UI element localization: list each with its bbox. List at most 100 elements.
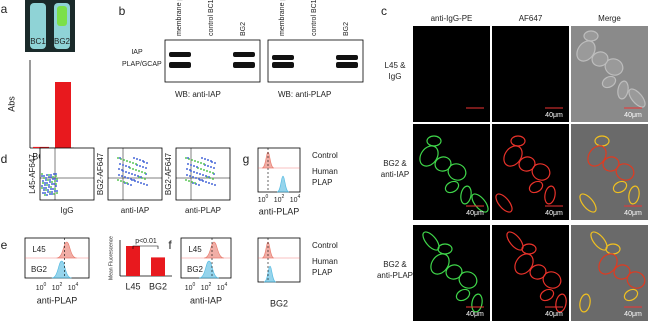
event-dot	[132, 162, 134, 164]
scale-bar-label: 40μm	[545, 210, 563, 217]
event-dot	[125, 171, 127, 173]
event-dot	[41, 175, 43, 177]
event-dot	[47, 189, 49, 191]
event-dot	[126, 160, 128, 162]
tick-base: 10	[52, 285, 60, 292]
row-label: BG2 &	[383, 260, 407, 269]
event-dot	[130, 178, 132, 180]
row-label: IgG	[389, 72, 402, 81]
tick-label: 100	[36, 282, 47, 292]
event-dot	[43, 187, 45, 189]
band	[233, 52, 255, 57]
event-dot	[120, 180, 122, 182]
peak-label: L45	[188, 245, 202, 254]
event-dot	[186, 174, 188, 176]
tick-exp: 0	[266, 194, 269, 200]
cell	[628, 185, 640, 205]
lane-label: control BC1	[311, 0, 318, 36]
event-dot	[54, 180, 56, 182]
panel-label: f	[168, 238, 172, 252]
tick-base: 10	[290, 197, 298, 204]
event-dot	[48, 186, 50, 188]
event-dot	[209, 171, 211, 173]
tube	[30, 3, 46, 49]
event-dot	[48, 184, 50, 186]
micrograph	[413, 225, 490, 321]
event-dot	[51, 193, 53, 195]
band	[233, 62, 255, 68]
event-dot	[214, 184, 216, 186]
event-dot	[137, 175, 139, 177]
tick-base: 10	[201, 285, 209, 292]
cell	[613, 264, 631, 280]
event-dot	[49, 181, 51, 183]
y-axis-label: L45-AF647	[28, 154, 37, 194]
event-dot	[195, 177, 197, 179]
panel-label: b	[119, 4, 126, 18]
legend-label: Control	[312, 151, 338, 160]
event-dot	[137, 181, 139, 183]
event-dot	[56, 180, 58, 182]
event-dot	[50, 174, 52, 176]
band	[272, 55, 294, 60]
event-dot	[46, 182, 48, 184]
event-dot	[48, 174, 50, 176]
cell	[503, 145, 523, 167]
cell	[591, 51, 609, 67]
peak-label: BG2	[31, 265, 48, 274]
x-tick-label: BG2	[149, 281, 167, 291]
x-axis-label: anti-PLAP	[259, 206, 300, 216]
event-dot	[49, 191, 51, 193]
event-dot	[45, 189, 47, 191]
event-dot	[45, 187, 47, 189]
tube-glow	[57, 6, 67, 26]
tick-base: 10	[185, 285, 193, 292]
band	[169, 52, 191, 57]
event-dot	[191, 181, 193, 183]
event-dot	[42, 182, 44, 184]
cell	[506, 231, 524, 251]
histogram-peak	[276, 175, 290, 193]
event-dot	[49, 179, 51, 181]
event-dot	[46, 194, 48, 196]
event-dot	[47, 191, 49, 193]
cell	[544, 185, 556, 205]
legend-label: PLAP	[312, 268, 332, 277]
cell	[576, 40, 596, 62]
event-dot	[45, 179, 47, 181]
event-dot	[47, 179, 49, 181]
legend-label: Human	[312, 257, 338, 266]
legend-label: PLAP	[312, 178, 332, 187]
cell	[579, 293, 591, 313]
cell	[430, 253, 450, 275]
event-dot	[44, 184, 46, 186]
histogram-peak	[263, 265, 277, 283]
event-dot	[213, 167, 215, 169]
event-dot	[191, 159, 193, 161]
event-dot	[117, 179, 119, 181]
event-dot	[206, 170, 208, 172]
peak-label: L45	[32, 245, 46, 254]
tick-label: 104	[290, 194, 301, 204]
event-dot	[54, 178, 56, 180]
lane-label: membrane protein	[176, 0, 183, 36]
event-dot	[51, 183, 53, 185]
column-header: AF647	[519, 14, 543, 23]
event-dot	[52, 178, 54, 180]
event-dot	[211, 183, 213, 185]
histogram-peak	[51, 260, 72, 279]
row-label: L45 &	[385, 61, 407, 70]
event-dot	[123, 159, 125, 161]
cell	[460, 185, 472, 205]
cell	[587, 145, 607, 167]
blot	[164, 39, 261, 83]
event-dot	[50, 186, 52, 188]
x-axis-label: anti-PLAP	[37, 295, 78, 305]
event-dot	[135, 169, 137, 171]
event-dot	[201, 157, 203, 159]
event-dot	[128, 172, 130, 174]
bar	[151, 257, 165, 276]
event-dot	[54, 190, 56, 192]
event-dot	[42, 180, 44, 182]
lane-label: BG2	[240, 22, 247, 36]
